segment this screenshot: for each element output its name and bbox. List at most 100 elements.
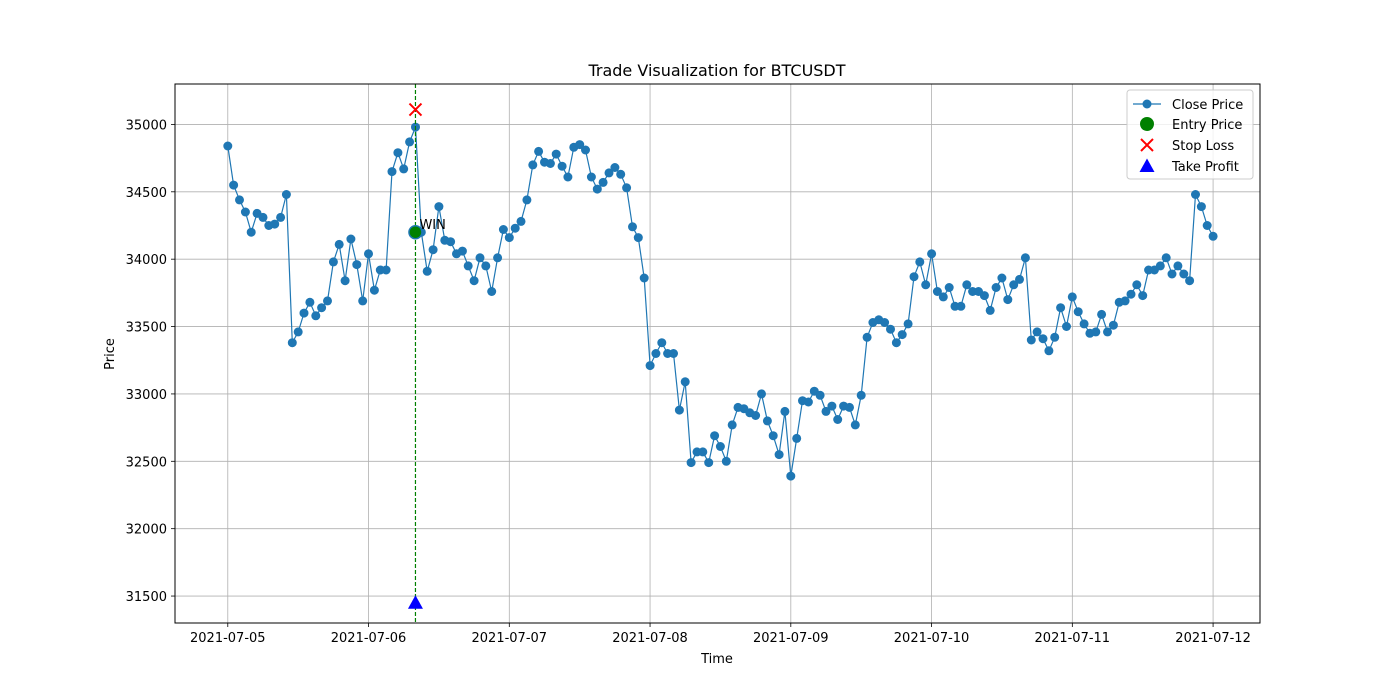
close-price-point (897, 330, 907, 340)
close-price-point (299, 308, 309, 318)
close-price-point (1155, 261, 1165, 271)
x-tick-label: 2021-07-11 (1035, 631, 1111, 646)
close-price-point (657, 338, 667, 348)
close-price-point (680, 377, 690, 387)
close-price-point (522, 195, 532, 205)
close-price-point (1079, 319, 1089, 329)
close-price-point (240, 207, 250, 217)
close-price-point (422, 266, 432, 276)
close-price-point (1103, 327, 1112, 337)
close-price-point (774, 450, 784, 460)
close-price-point (586, 172, 596, 182)
close-price-point (428, 245, 438, 255)
close-price-point (352, 260, 362, 270)
close-price-point (633, 233, 643, 243)
close-price-point (364, 249, 373, 259)
close-price-point (1015, 274, 1024, 284)
close-price-point (979, 291, 989, 301)
close-price-point (727, 420, 737, 430)
close-price-point (1161, 253, 1171, 263)
y-tick-label: 34500 (126, 186, 167, 201)
close-price-point (305, 297, 315, 307)
legend: Close Price Entry Price Stop Loss Take Prof… (1126, 89, 1254, 180)
close-price-point (833, 415, 843, 424)
close-price-point (751, 411, 761, 420)
close-price-point (481, 261, 491, 271)
close-price-point (880, 318, 890, 327)
close-price-point (258, 212, 268, 222)
close-price-point (340, 276, 350, 286)
close-price-point (891, 338, 901, 348)
close-price-point (446, 237, 456, 247)
x-axis-label: Time (700, 652, 733, 667)
close-price-point (639, 273, 649, 283)
close-price-point (581, 145, 590, 155)
close-price-point (399, 164, 409, 174)
close-price-point (768, 431, 778, 441)
close-price-point (997, 273, 1007, 283)
close-price-point (1026, 335, 1036, 345)
y-tick-label: 32000 (126, 523, 167, 538)
close-price-point (932, 287, 942, 296)
close-price-point (757, 389, 766, 399)
close-price-point (575, 140, 585, 150)
close-price-point (293, 327, 303, 337)
close-price-point (927, 249, 937, 259)
close-price-point (463, 261, 473, 271)
close-price-point (903, 319, 913, 329)
close-price-point (1202, 221, 1212, 230)
close-price-point (862, 332, 872, 342)
close-price-point (592, 184, 602, 194)
close-price-point (1062, 322, 1071, 331)
close-price-point (235, 195, 244, 205)
close-price-point (229, 180, 239, 190)
close-price-point (604, 168, 614, 178)
close-price-point (457, 246, 467, 256)
close-price-point (944, 283, 954, 292)
close-price-point (381, 265, 391, 275)
close-price-point (528, 160, 538, 170)
close-price-point (985, 305, 995, 315)
close-price-point (510, 223, 520, 233)
close-price-point (803, 397, 813, 407)
close-price-point (856, 390, 866, 400)
y-axis-ticks: 31500 32000 32500 33000 33500 34000 34500 35000 (126, 118, 175, 605)
close-price-point (405, 137, 415, 147)
close-price-point (551, 149, 561, 159)
close-price-point (1167, 269, 1177, 279)
close-price-point (674, 405, 684, 415)
close-price-point (598, 177, 608, 187)
close-price-point (1032, 327, 1042, 337)
close-price-point (1185, 276, 1195, 286)
close-price-point (827, 401, 837, 411)
close-price-point (698, 447, 708, 457)
legend-stop-loss-marker (1140, 138, 1154, 152)
trade-result-annotation: WIN (419, 218, 445, 233)
close-price-point (721, 456, 731, 466)
close-price-point (1091, 327, 1101, 337)
close-price-point (358, 296, 368, 306)
close-price-point (704, 458, 714, 468)
close-price-point (710, 431, 720, 441)
close-price-point (434, 202, 444, 212)
x-axis-ticks: 2021-07-05 2021-07-06 2021-07-07 2021-07-08… (190, 623, 1251, 646)
close-price-point (498, 225, 508, 234)
legend-close-price-marker (1142, 99, 1152, 109)
close-price-point (1108, 320, 1118, 330)
close-price-point (1179, 269, 1189, 279)
close-price-point (1120, 296, 1130, 306)
close-price-point (475, 253, 485, 263)
close-price-point (1056, 303, 1066, 313)
y-tick-label: 33500 (126, 321, 167, 336)
close-price-point (616, 169, 626, 179)
close-price-point (487, 287, 497, 296)
close-price-point (1196, 202, 1206, 212)
close-price-point (563, 172, 573, 182)
close-price-point (557, 161, 567, 171)
close-price-point (669, 349, 678, 358)
close-price-point (534, 146, 544, 156)
close-price-point (1044, 346, 1054, 356)
close-price-point (328, 257, 338, 267)
close-price-point (334, 239, 344, 249)
close-price-point (786, 471, 796, 481)
